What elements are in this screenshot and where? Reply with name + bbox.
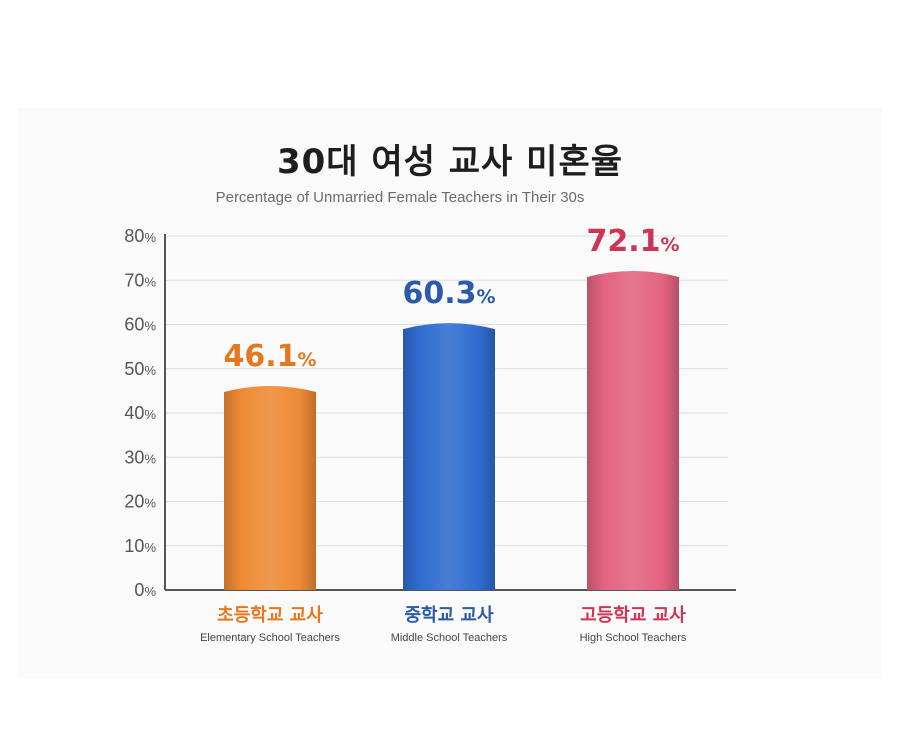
x-category-label: 초등학교 교사 xyxy=(217,604,323,626)
value-label-unit: % xyxy=(476,286,495,308)
y-tick-unit: % xyxy=(144,496,156,511)
value-label: 46.1% xyxy=(223,339,316,374)
y-tick-unit: % xyxy=(144,274,156,289)
bar xyxy=(224,386,316,590)
y-tick-label: 70% xyxy=(124,270,156,290)
y-tick-unit: % xyxy=(144,407,156,422)
value-label-number: 72.1 xyxy=(586,224,660,259)
y-tick-value: 80 xyxy=(124,226,144,246)
y-tick-label: 40% xyxy=(124,403,156,423)
bar xyxy=(587,270,679,590)
chart-subtitle: Percentage of Unmarried Female Teachers … xyxy=(215,189,585,206)
y-tick-value: 0 xyxy=(134,580,144,600)
value-label: 60.3% xyxy=(402,276,495,311)
y-tick-label: 20% xyxy=(124,492,156,512)
value-label-number: 46.1 xyxy=(223,339,297,374)
x-category-sublabel: Elementary School Teachers xyxy=(200,632,340,644)
chart-title: 30대 여성 교사 미혼율 xyxy=(276,142,624,182)
y-tick-value: 40 xyxy=(124,403,144,423)
y-tick-unit: % xyxy=(144,319,156,334)
x-category-label: 중학교 교사 xyxy=(404,604,494,626)
bar xyxy=(403,323,495,590)
y-tick-unit: % xyxy=(144,584,156,599)
x-category-sublabel: High School Teachers xyxy=(580,632,687,644)
y-tick-unit: % xyxy=(144,230,156,245)
y-tick-value: 50 xyxy=(124,359,144,379)
y-tick-unit: % xyxy=(144,540,156,555)
value-label-unit: % xyxy=(660,234,679,256)
y-tick-label: 0% xyxy=(134,580,156,600)
x-category-sublabel: Middle School Teachers xyxy=(391,632,508,644)
value-label: 72.1% xyxy=(586,224,679,259)
y-tick-label: 60% xyxy=(124,315,156,335)
value-label-number: 60.3 xyxy=(402,276,476,311)
y-tick-value: 30 xyxy=(124,447,144,467)
x-category-label: 고등학교 교사 xyxy=(580,604,686,626)
y-tick-label: 80% xyxy=(124,226,156,246)
y-tick-label: 50% xyxy=(124,359,156,379)
y-tick-unit: % xyxy=(144,363,156,378)
y-tick-label: 10% xyxy=(124,536,156,556)
y-tick-unit: % xyxy=(144,451,156,466)
value-label-unit: % xyxy=(297,349,316,371)
y-tick-value: 20 xyxy=(124,492,144,512)
y-tick-value: 60 xyxy=(124,315,144,335)
y-tick-value: 10 xyxy=(124,536,144,556)
y-tick-value: 70 xyxy=(124,270,144,290)
y-tick-label: 30% xyxy=(124,447,156,467)
